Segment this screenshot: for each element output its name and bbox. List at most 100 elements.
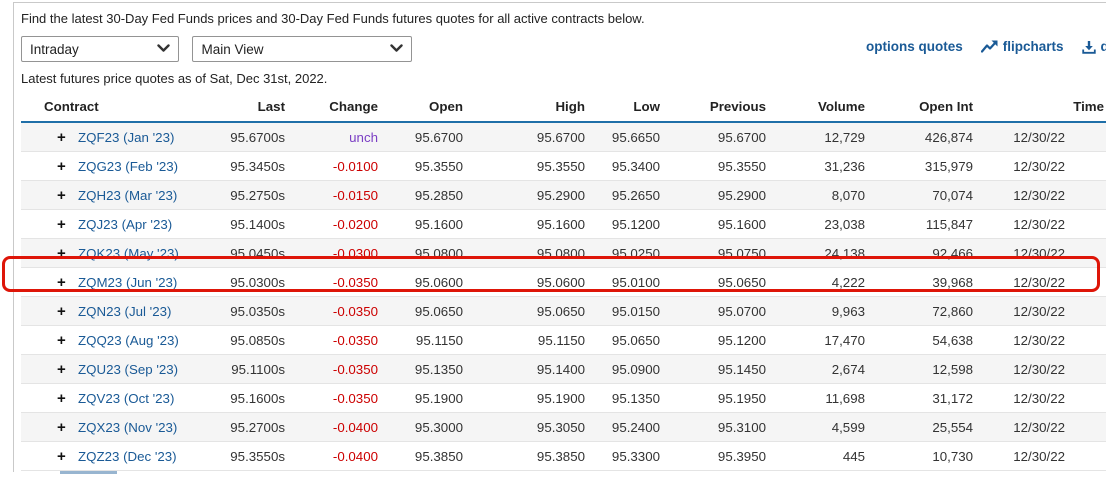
cell-high: 95.1600 [480,209,602,239]
cell-volume: 9,963 [783,296,882,326]
cell-previous: 95.0700 [677,296,783,326]
cell-open_int: 25,554 [882,412,990,442]
cell-contract: + ZQH23 (Mar '23) [21,180,206,210]
cell-high: 95.3050 [480,412,602,442]
expand-row-button[interactable]: + [57,302,66,320]
cell-high: 95.6700 [480,122,602,152]
table-row: + ZQX23 (Nov '23) 95.2700s -0.0400 95.3000 95… [21,412,1106,442]
cell-low: 95.2650 [602,180,677,210]
cell-change: -0.0350 [302,325,395,355]
cell-contract: + ZQU23 (Sep '23) [21,354,206,384]
contract-link[interactable]: ZQH23 (Mar '23) [78,187,178,203]
download-link[interactable]: d [1081,39,1106,54]
cell-open_int: 31,172 [882,383,990,413]
contract-link[interactable]: ZQV23 (Oct '23) [78,390,175,406]
cell-low: 95.3300 [602,441,677,471]
cell-high: 95.0650 [480,296,602,326]
column-header-open: Open [395,94,480,123]
cell-time: 12/30/22 [990,238,1106,268]
cell-contract: + ZQF23 (Jan '23) [21,122,206,152]
flipcharts-link[interactable]: flipcharts [980,39,1064,54]
cell-high: 95.1400 [480,354,602,384]
toolbar: Intraday Main View options quotes flipch… [21,36,1106,62]
cell-contract: + ZQV23 (Oct '23) [21,383,206,413]
contract-link[interactable]: ZQG23 (Feb '23) [78,158,179,174]
cell-open: 95.3550 [395,151,480,181]
cell-open: 95.3850 [395,441,480,471]
contract-link[interactable]: ZQQ23 (Aug '23) [78,332,179,348]
cell-change: -0.0350 [302,354,395,384]
cell-high: 95.0800 [480,238,602,268]
expand-row-button[interactable]: + [57,418,66,436]
cell-open: 95.1150 [395,325,480,355]
cell-previous: 95.1950 [677,383,783,413]
cell-open: 95.3000 [395,412,480,442]
cell-open_int: 72,860 [882,296,990,326]
cell-low: 95.1350 [602,383,677,413]
cell-open: 95.6700 [395,122,480,152]
contract-link[interactable]: ZQU23 (Sep '23) [78,361,179,377]
cell-time: 12/30/22 [990,151,1106,181]
expand-row-button[interactable]: + [57,389,66,407]
expand-row-button[interactable]: + [57,447,66,465]
cell-contract: + ZQN23 (Jul '23) [21,296,206,326]
expand-row-button[interactable]: + [57,360,66,378]
flipcharts-label: flipcharts [1002,39,1064,54]
cell-open: 95.1600 [395,209,480,239]
cell-volume: 445 [783,441,882,471]
contract-link[interactable]: ZQM23 (Jun '23) [78,274,178,290]
cell-open_int: 54,638 [882,325,990,355]
cell-previous: 95.3950 [677,441,783,471]
cell-change: -0.0350 [302,267,395,297]
contract-link[interactable]: ZQZ23 (Dec '23) [78,448,177,464]
table-row: + ZQZ23 (Dec '23) 95.3550s -0.0400 95.3850 95… [21,441,1106,471]
cell-volume: 24,138 [783,238,882,268]
contract-link[interactable]: ZQJ23 (Apr '23) [78,216,173,232]
frequency-select[interactable]: Intraday [21,36,179,62]
frequency-select-wrap: Intraday [21,36,179,62]
clipped-contract-link [60,471,117,474]
table-row: + ZQM23 (Jun '23) 95.0300s -0.0350 95.0600 95… [21,267,1106,297]
contract-link[interactable]: ZQX23 (Nov '23) [78,419,178,435]
cell-open: 95.1900 [395,383,480,413]
cell-high: 95.0600 [480,267,602,297]
options-quotes-link[interactable]: options quotes [866,39,963,54]
cell-contract: + ZQM23 (Jun '23) [21,267,206,297]
cell-volume: 4,222 [783,267,882,297]
cell-last: 95.0850s [206,325,302,355]
expand-row-button[interactable]: + [57,331,66,349]
table-row: + ZQF23 (Jan '23) 95.6700s unch 95.6700 95.67… [21,122,1106,152]
cell-open_int: 12,598 [882,354,990,384]
view-select-wrap: Main View [192,36,413,62]
download-icon [1081,40,1096,54]
cell-contract: + ZQX23 (Nov '23) [21,412,206,442]
expand-row-button[interactable]: + [57,157,66,175]
contract-link[interactable]: ZQN23 (Jul '23) [78,303,172,319]
view-select[interactable]: Main View [192,36,413,62]
cell-last: 95.2700s [206,412,302,442]
cell-previous: 95.0650 [677,267,783,297]
cell-low: 95.1200 [602,209,677,239]
cell-time: 12/30/22 [990,180,1106,210]
contract-link[interactable]: ZQK23 (May '23) [78,245,179,261]
expand-row-button[interactable]: + [57,186,66,204]
cell-volume: 2,674 [783,354,882,384]
column-header-low: Low [602,94,677,123]
cell-open_int: 70,074 [882,180,990,210]
cell-volume: 11,698 [783,383,882,413]
cell-previous: 95.6700 [677,122,783,152]
expand-row-button[interactable]: + [57,244,66,262]
cell-volume: 17,470 [783,325,882,355]
cell-high: 95.1150 [480,325,602,355]
expand-row-button[interactable]: + [57,215,66,233]
table-row: + ZQJ23 (Apr '23) 95.1400s -0.0200 95.1600 95… [21,209,1106,239]
expand-row-button[interactable]: + [57,128,66,146]
column-header-change: Change [302,94,395,123]
column-header-contract: Contract [21,94,206,123]
cell-time: 12/30/22 [990,122,1106,152]
contract-link[interactable]: ZQF23 (Jan '23) [78,129,175,145]
expand-row-button[interactable]: + [57,273,66,291]
cell-low: 95.6650 [602,122,677,152]
cell-time: 12/30/22 [990,209,1106,239]
cell-last: 95.0300s [206,267,302,297]
